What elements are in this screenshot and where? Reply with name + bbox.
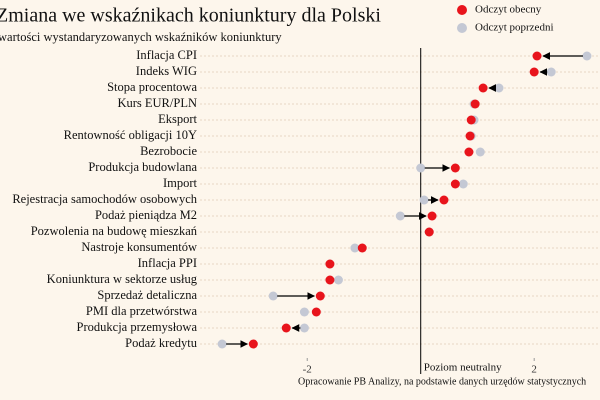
category-label: Indeks WIG bbox=[136, 64, 197, 78]
category-label: Inflacja CPI bbox=[136, 48, 197, 62]
dot-previous bbox=[416, 163, 426, 173]
category-label: Rentowność obligacji 10Y bbox=[64, 128, 197, 142]
dot-previous bbox=[350, 243, 360, 253]
category-label: Podaż kredytu bbox=[125, 336, 198, 350]
dot-current bbox=[248, 339, 258, 349]
dot-current bbox=[532, 51, 542, 61]
category-label: Podaż pieniądza M2 bbox=[95, 208, 197, 222]
category-label: Inflacja PPI bbox=[138, 256, 197, 270]
dot-previous bbox=[217, 339, 227, 349]
category-label: Rejestracja samochodów osobowych bbox=[12, 192, 197, 206]
dot-current bbox=[281, 323, 291, 333]
category-label: Stopa procentowa bbox=[107, 80, 197, 94]
dot-previous bbox=[475, 147, 485, 157]
dot-current bbox=[325, 259, 335, 269]
category-label: Produkcja budowlana bbox=[88, 160, 197, 174]
category-label: Koniunktura w sektorze usług bbox=[47, 272, 198, 286]
dot-current bbox=[325, 275, 335, 285]
dot-current bbox=[529, 67, 539, 77]
dot-previous bbox=[299, 323, 309, 333]
category-label: Nastroje konsumentów bbox=[81, 240, 197, 254]
category-label: Sprzedaż detaliczna bbox=[97, 288, 197, 302]
dot-current bbox=[478, 83, 488, 93]
dot-current bbox=[465, 131, 475, 141]
legend-marker bbox=[457, 23, 467, 33]
dot-previous bbox=[458, 179, 468, 189]
legend-marker bbox=[457, 5, 467, 15]
x-tick-label: 2 bbox=[531, 364, 537, 376]
dot-current bbox=[424, 227, 434, 237]
category-label: Eksport bbox=[158, 112, 197, 126]
legend-label: Odczyt obecny bbox=[475, 4, 542, 16]
dot-previous bbox=[582, 51, 592, 61]
category-label: Kurs EUR/PLN bbox=[117, 96, 197, 110]
x-tick-label: -2 bbox=[303, 364, 312, 376]
chart-title: Zmiana we wskaźnikach koniunktury dla Po… bbox=[0, 5, 381, 27]
chart-subtitle: wartości wystandaryzowanych wskaźników k… bbox=[0, 30, 282, 44]
category-label: Bezrobocie bbox=[140, 144, 197, 158]
category-label: Pozwolenia na budowę mieszkań bbox=[31, 224, 198, 238]
reference-label: Poziom neutralny bbox=[424, 362, 502, 374]
dot-current bbox=[450, 163, 460, 173]
dot-current bbox=[357, 243, 367, 253]
dot-previous bbox=[299, 307, 309, 317]
dot-current bbox=[427, 211, 437, 221]
category-label: Import bbox=[163, 176, 198, 190]
dot-current bbox=[450, 179, 460, 189]
dot-previous bbox=[494, 83, 504, 93]
dot-current bbox=[464, 147, 474, 157]
category-label: Produkcja przemysłowa bbox=[77, 320, 198, 334]
dot-previous bbox=[333, 275, 343, 285]
dot-current bbox=[439, 195, 449, 205]
dot-current bbox=[466, 115, 476, 125]
dot-current bbox=[315, 291, 325, 301]
category-label: PMI dla przetwórstwa bbox=[86, 304, 198, 318]
dot-current bbox=[311, 307, 321, 317]
dot-previous bbox=[546, 67, 556, 77]
legend-label: Odczyt poprzedni bbox=[475, 22, 554, 34]
caption: Opracowanie PB Analizy, na podstawie dan… bbox=[298, 376, 586, 387]
dot-previous bbox=[268, 291, 278, 301]
dot-previous bbox=[419, 195, 429, 205]
dot-current bbox=[470, 99, 480, 109]
dot-previous bbox=[395, 211, 405, 221]
